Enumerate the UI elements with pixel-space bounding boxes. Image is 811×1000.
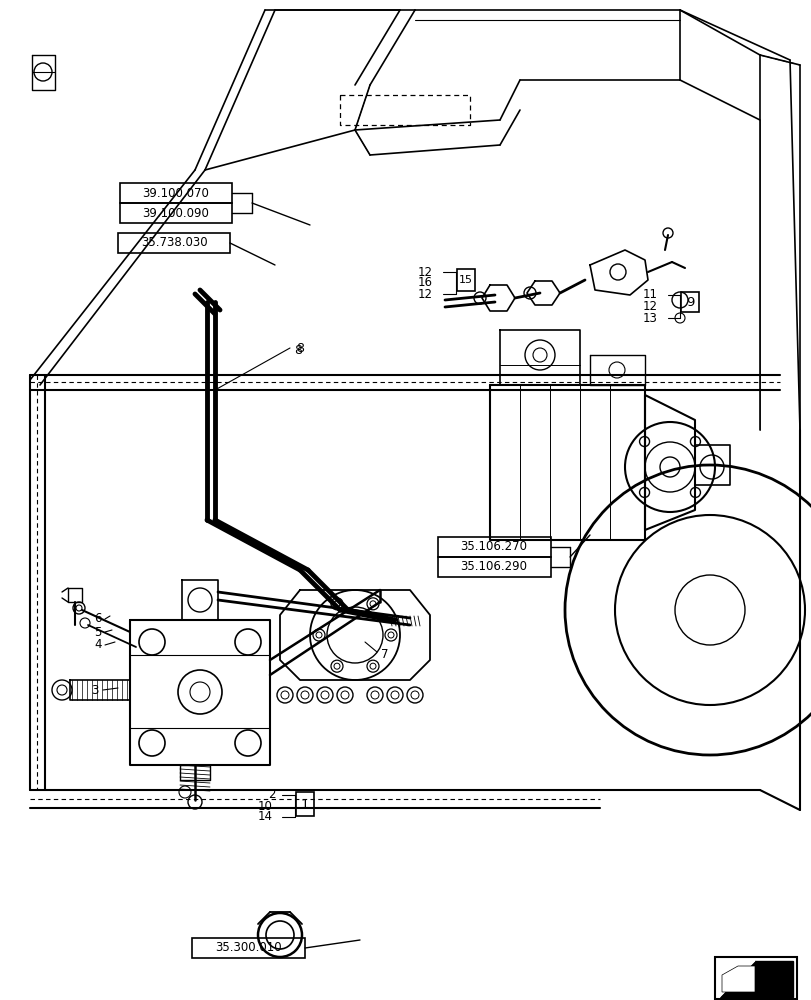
Text: 9: 9 xyxy=(685,296,693,308)
Text: 3: 3 xyxy=(91,684,99,696)
Polygon shape xyxy=(729,966,785,992)
Text: 35.106.270: 35.106.270 xyxy=(460,540,527,554)
Text: 2: 2 xyxy=(268,788,276,801)
Text: 12: 12 xyxy=(417,288,432,300)
Text: 8: 8 xyxy=(296,342,303,355)
Text: 10: 10 xyxy=(257,799,272,812)
Text: 39.100.070: 39.100.070 xyxy=(143,187,209,200)
Text: 13: 13 xyxy=(642,312,657,324)
Bar xyxy=(118,233,230,253)
Bar xyxy=(714,957,796,999)
Text: 15: 15 xyxy=(458,275,473,285)
Text: 35.738.030: 35.738.030 xyxy=(140,236,207,249)
Bar xyxy=(437,537,551,557)
Text: 8: 8 xyxy=(294,344,302,357)
Bar xyxy=(120,183,232,203)
Text: 39.100.090: 39.100.090 xyxy=(143,207,209,220)
Text: 7: 7 xyxy=(381,648,388,662)
Bar xyxy=(457,269,474,291)
Text: 12: 12 xyxy=(417,265,432,278)
Text: 11: 11 xyxy=(642,288,657,302)
Bar xyxy=(191,938,305,958)
Polygon shape xyxy=(721,966,754,992)
Text: 16: 16 xyxy=(417,276,432,290)
Bar xyxy=(296,792,314,816)
Text: 14: 14 xyxy=(257,810,272,823)
Text: 6: 6 xyxy=(94,612,101,626)
Text: 35.106.290: 35.106.290 xyxy=(460,560,527,574)
Polygon shape xyxy=(719,961,792,997)
Text: 35.300.010: 35.300.010 xyxy=(214,941,281,954)
Text: 1: 1 xyxy=(300,797,309,810)
Polygon shape xyxy=(719,961,754,997)
Bar xyxy=(437,557,551,577)
Text: 4: 4 xyxy=(94,638,101,652)
Text: 12: 12 xyxy=(642,300,657,314)
Bar xyxy=(120,203,232,223)
Bar xyxy=(680,292,698,312)
Text: 5: 5 xyxy=(94,626,101,638)
